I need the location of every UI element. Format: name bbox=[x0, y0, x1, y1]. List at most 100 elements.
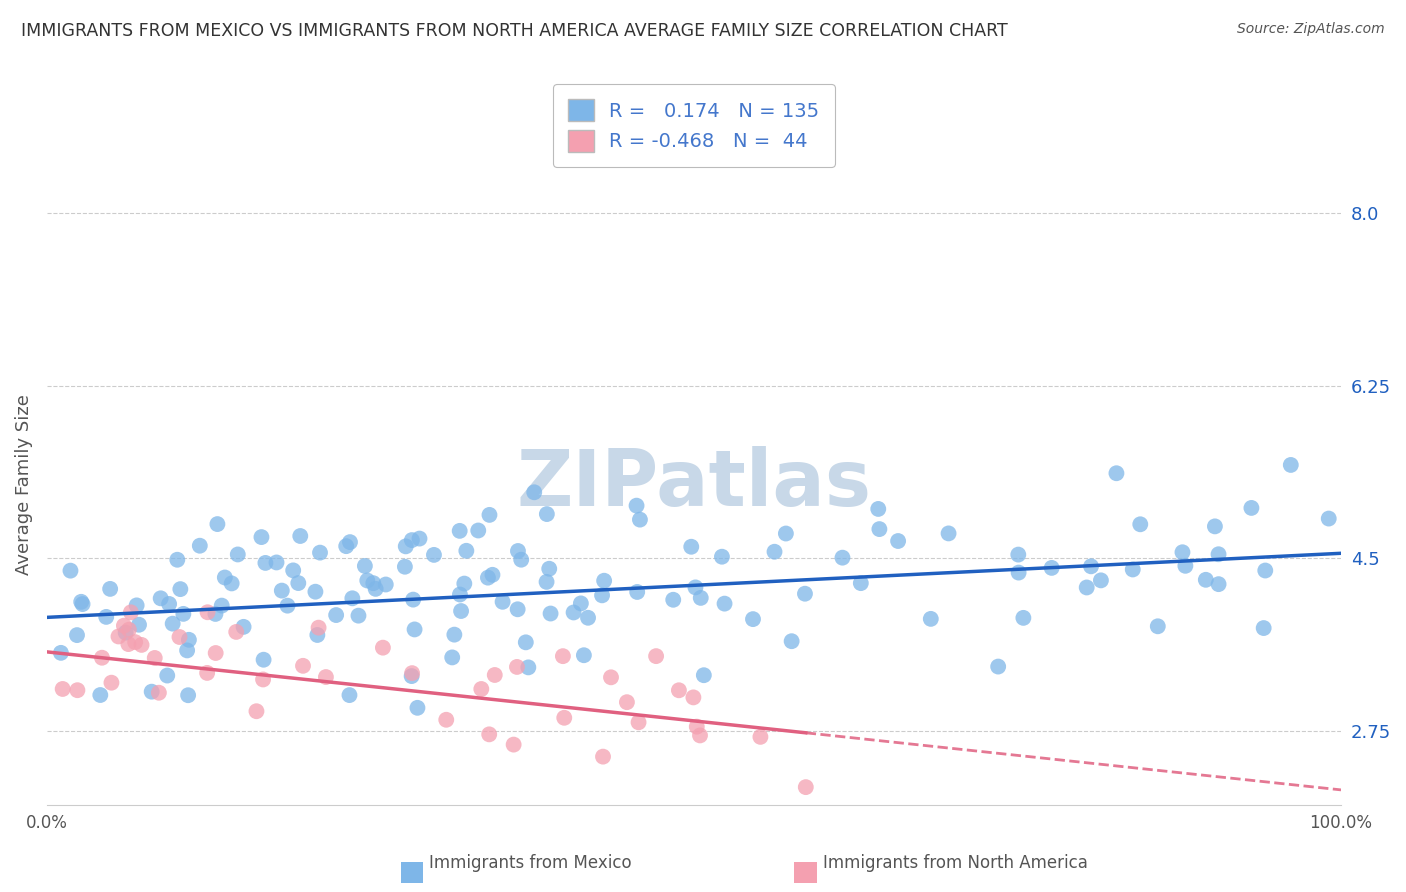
Point bbox=[325, 608, 347, 623]
Point bbox=[252, 673, 274, 687]
Point bbox=[868, 502, 890, 516]
Point bbox=[131, 638, 153, 652]
Point bbox=[645, 649, 668, 664]
Point bbox=[794, 587, 817, 601]
Point bbox=[628, 513, 651, 527]
Text: Immigrants from Mexico: Immigrants from Mexico bbox=[429, 855, 631, 872]
Point bbox=[477, 571, 499, 585]
Point bbox=[616, 695, 638, 709]
Point bbox=[117, 637, 139, 651]
Point bbox=[510, 552, 533, 566]
Point bbox=[162, 616, 184, 631]
Point bbox=[481, 567, 503, 582]
Point bbox=[576, 611, 599, 625]
Point bbox=[395, 539, 418, 553]
Point bbox=[693, 668, 716, 682]
Point bbox=[266, 556, 288, 570]
Text: ZIPatlas: ZIPatlas bbox=[516, 446, 872, 523]
Point bbox=[52, 681, 75, 696]
Point bbox=[450, 604, 472, 618]
Point bbox=[250, 530, 273, 544]
Point bbox=[374, 577, 396, 591]
Point bbox=[347, 608, 370, 623]
Point bbox=[335, 539, 357, 553]
Point bbox=[506, 660, 529, 674]
Point bbox=[742, 612, 765, 626]
Point bbox=[124, 635, 146, 649]
Point bbox=[686, 720, 709, 734]
Point bbox=[252, 653, 274, 667]
Point bbox=[66, 683, 89, 698]
Point bbox=[339, 688, 361, 702]
Point bbox=[292, 658, 315, 673]
Point bbox=[232, 620, 254, 634]
Point bbox=[141, 684, 163, 698]
Point bbox=[449, 587, 471, 601]
Point bbox=[283, 563, 305, 577]
Point bbox=[1012, 611, 1035, 625]
Point bbox=[627, 715, 650, 730]
Point bbox=[681, 540, 703, 554]
Point bbox=[502, 738, 524, 752]
Point bbox=[592, 749, 614, 764]
Point bbox=[342, 591, 364, 606]
Point bbox=[254, 556, 277, 570]
Text: Immigrants from North America: Immigrants from North America bbox=[823, 855, 1087, 872]
Point bbox=[1076, 581, 1098, 595]
Point bbox=[307, 628, 329, 642]
Point bbox=[59, 564, 82, 578]
Point bbox=[780, 634, 803, 648]
Point bbox=[434, 713, 457, 727]
Point bbox=[157, 597, 180, 611]
Point bbox=[484, 668, 506, 682]
Point bbox=[177, 632, 200, 647]
Point bbox=[626, 499, 648, 513]
Point bbox=[176, 643, 198, 657]
Point bbox=[177, 688, 200, 702]
Point bbox=[467, 524, 489, 538]
Point bbox=[96, 610, 118, 624]
Point bbox=[371, 640, 394, 655]
Point bbox=[221, 576, 243, 591]
Point bbox=[1040, 561, 1063, 575]
Point bbox=[775, 526, 797, 541]
Point bbox=[1146, 619, 1168, 633]
Point bbox=[287, 576, 309, 591]
Y-axis label: Average Family Size: Average Family Size bbox=[15, 394, 32, 574]
Point bbox=[49, 646, 72, 660]
Point bbox=[1174, 558, 1197, 573]
Point bbox=[339, 535, 361, 549]
Point bbox=[1254, 564, 1277, 578]
Point bbox=[70, 595, 93, 609]
Point bbox=[491, 595, 513, 609]
Point bbox=[1195, 573, 1218, 587]
Point bbox=[689, 728, 711, 742]
Point bbox=[364, 582, 387, 596]
Point bbox=[1317, 511, 1340, 525]
Point bbox=[1007, 548, 1029, 562]
Point bbox=[423, 548, 446, 562]
Point bbox=[98, 582, 121, 596]
Point bbox=[406, 701, 429, 715]
Point bbox=[172, 607, 194, 621]
Point bbox=[506, 602, 529, 616]
Point bbox=[91, 650, 114, 665]
Point bbox=[149, 591, 172, 606]
Point bbox=[1090, 574, 1112, 588]
Point bbox=[1253, 621, 1275, 635]
Point bbox=[143, 651, 166, 665]
Point bbox=[523, 485, 546, 500]
Point bbox=[478, 508, 501, 522]
Point bbox=[593, 574, 616, 588]
Point bbox=[1208, 577, 1230, 591]
Point bbox=[112, 618, 135, 632]
Point bbox=[308, 621, 330, 635]
Point bbox=[562, 606, 585, 620]
Point bbox=[225, 624, 247, 639]
Point bbox=[551, 649, 574, 664]
Point bbox=[553, 711, 575, 725]
Point bbox=[920, 612, 942, 626]
Point bbox=[120, 605, 142, 619]
Point bbox=[401, 533, 423, 547]
Point bbox=[166, 553, 188, 567]
